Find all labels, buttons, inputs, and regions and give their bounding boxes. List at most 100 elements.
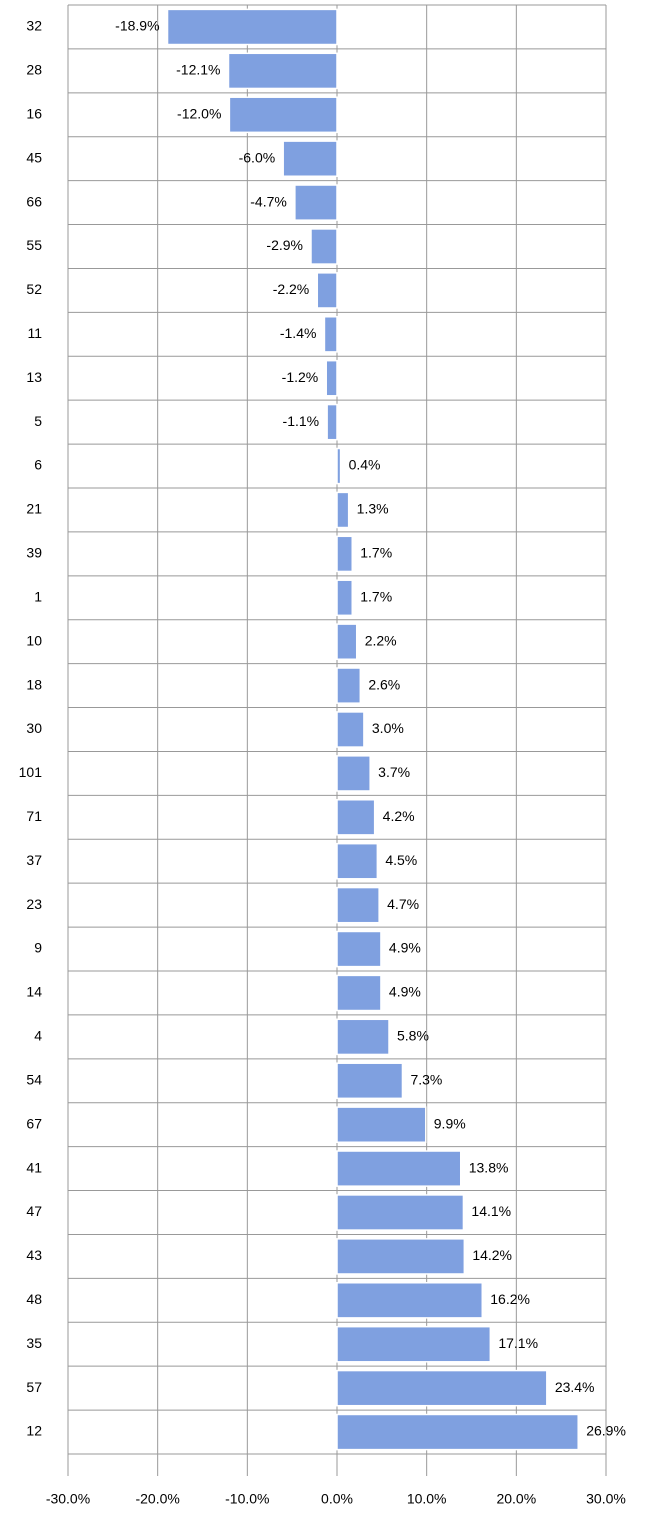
value-label: 7.3%: [410, 1071, 442, 1087]
value-label: 4.9%: [389, 984, 421, 1000]
value-label: 3.7%: [378, 764, 410, 780]
x-tick-label: 30.0%: [586, 1491, 626, 1507]
value-label: 1.3%: [357, 501, 389, 517]
value-label: 3.0%: [372, 720, 404, 736]
y-tick-label: 6: [34, 457, 42, 473]
value-label: 23.4%: [555, 1379, 595, 1395]
y-tick-label: 52: [26, 281, 42, 297]
bar: [336, 842, 379, 880]
y-tick-label: 10: [26, 632, 42, 648]
y-tick-label: 35: [26, 1335, 42, 1351]
value-label: 4.2%: [383, 808, 415, 824]
bar: [227, 52, 338, 90]
y-tick-label: 1: [34, 588, 42, 604]
value-label: -18.9%: [115, 18, 159, 34]
y-tick-label: 71: [26, 808, 42, 824]
value-label: 2.2%: [365, 632, 397, 648]
y-tick-label: 54: [26, 1071, 42, 1087]
bar: [336, 447, 342, 485]
bar: [336, 1150, 462, 1187]
y-tick-label: 39: [26, 545, 42, 561]
bar: [166, 8, 338, 46]
bar: [326, 403, 338, 441]
y-tick-label: 57: [26, 1379, 42, 1395]
bar: [310, 228, 338, 265]
y-tick-label: 11: [27, 325, 42, 341]
bar: [336, 1106, 427, 1143]
y-tick-label: 37: [26, 852, 42, 868]
value-label: -6.0%: [239, 149, 276, 165]
bar: [336, 579, 353, 617]
value-label: 0.4%: [349, 457, 381, 473]
bar: [336, 1194, 465, 1231]
y-tick-label: 12: [26, 1423, 42, 1439]
y-tick-label: 13: [26, 369, 42, 385]
bar: [336, 623, 358, 660]
value-label: -12.1%: [176, 62, 220, 78]
bar: [336, 1018, 390, 1056]
y-tick-label: 48: [26, 1291, 42, 1307]
bar: [336, 886, 380, 924]
value-label: -1.2%: [282, 369, 319, 385]
x-tick-label: 20.0%: [496, 1491, 536, 1507]
y-tick-label: 43: [26, 1247, 42, 1263]
y-tick-label: 4: [34, 1028, 42, 1044]
value-label: -1.1%: [283, 413, 320, 429]
bar: [336, 755, 371, 792]
x-tick-label: -30.0%: [46, 1491, 90, 1507]
value-label: 4.5%: [385, 852, 417, 868]
bar: [336, 930, 382, 968]
bar: [228, 96, 338, 134]
y-tick-label: 16: [26, 105, 42, 121]
y-tick-label: 67: [26, 1115, 42, 1131]
bar: [294, 184, 338, 221]
value-label: 26.9%: [586, 1423, 626, 1439]
y-tick-label: 47: [26, 1203, 42, 1219]
bar: [282, 140, 338, 177]
y-tick-label: 32: [26, 18, 42, 34]
value-label: -2.2%: [273, 281, 310, 297]
bar: [336, 1282, 484, 1319]
value-label: 9.9%: [434, 1115, 466, 1131]
x-tick-label: 0.0%: [321, 1491, 353, 1507]
value-label: 2.6%: [368, 676, 400, 692]
bar: [336, 535, 353, 573]
value-label: -12.0%: [177, 105, 221, 121]
y-tick-label: 9: [34, 940, 42, 956]
value-label: 1.7%: [360, 588, 392, 604]
value-label: 1.7%: [360, 545, 392, 561]
value-label: -2.9%: [266, 237, 303, 253]
x-tick-label: 10.0%: [407, 1491, 447, 1507]
bar: [336, 799, 376, 836]
y-tick-label: 101: [19, 764, 43, 780]
x-tick-label: -20.0%: [135, 1491, 179, 1507]
bar: [336, 974, 382, 1012]
value-label: 4.9%: [389, 940, 421, 956]
value-label: 16.2%: [490, 1291, 530, 1307]
bar: [336, 1325, 492, 1363]
value-label: 13.8%: [469, 1159, 509, 1175]
value-label: 17.1%: [498, 1335, 538, 1351]
y-tick-label: 23: [26, 896, 42, 912]
bar: [323, 316, 338, 353]
bar: [336, 1062, 404, 1100]
value-label: -4.7%: [250, 193, 287, 209]
y-tick-label: 5: [34, 413, 42, 429]
bar: [336, 1369, 548, 1407]
bar: [336, 491, 350, 529]
bar: [336, 1238, 466, 1275]
bar: [336, 1413, 579, 1451]
y-tick-label: 55: [26, 237, 42, 253]
value-label: -1.4%: [280, 325, 317, 341]
y-tick-label: 14: [26, 984, 42, 1000]
y-tick-label: 45: [26, 149, 42, 165]
y-tick-label: 66: [26, 193, 42, 209]
value-label: 4.7%: [387, 896, 419, 912]
bar: [325, 359, 338, 397]
value-label: 14.1%: [471, 1203, 511, 1219]
x-tick-label: -10.0%: [225, 1491, 269, 1507]
value-label: 14.2%: [472, 1247, 512, 1263]
y-tick-label: 21: [26, 501, 42, 517]
bar: [316, 272, 338, 309]
